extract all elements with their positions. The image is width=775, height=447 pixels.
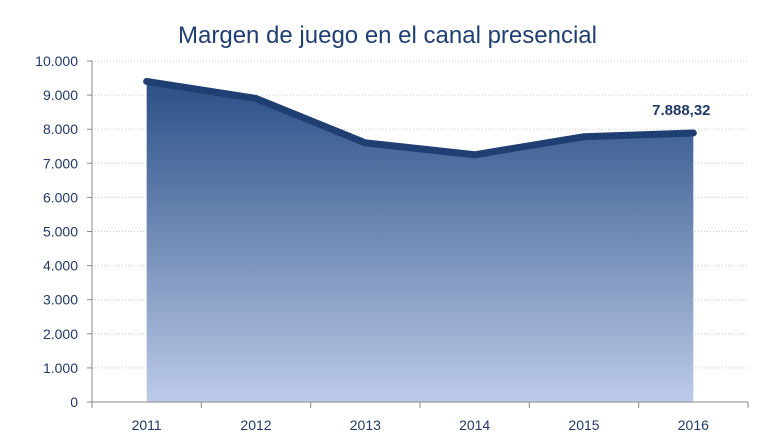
area-series-fill <box>146 81 694 403</box>
x-tick-label: 2016 <box>678 417 709 433</box>
y-tick-label: 6.000 <box>43 189 78 205</box>
y-tick-label: 7.000 <box>43 155 78 171</box>
y-tick-label: 0 <box>70 394 78 410</box>
x-tick-label: 2015 <box>568 417 599 433</box>
x-tick-label: 2013 <box>350 417 381 433</box>
y-tick-label: 1.000 <box>43 360 78 376</box>
data-label: 7.888,32 <box>652 102 710 119</box>
y-tick-label: 3.000 <box>43 292 78 308</box>
x-tick-label: 2011 <box>132 417 162 433</box>
chart-title: Margen de juego en el canal presencial <box>178 22 597 49</box>
y-tick-label: 2.000 <box>43 326 78 342</box>
x-tick-label: 2012 <box>240 417 271 433</box>
y-tick-label: 9.000 <box>43 87 78 103</box>
area-fill <box>143 77 697 403</box>
y-tick-label: 8.000 <box>43 121 78 137</box>
x-tick-label: 2014 <box>459 417 490 433</box>
y-tick-label: 4.000 <box>43 258 78 274</box>
labels: 0 1.000 2.000 3.000 4.000 5.000 6.000 7.000 8.00… <box>35 53 710 433</box>
y-tick-label: 5.000 <box>43 224 78 240</box>
area-series-line <box>143 77 697 159</box>
y-tick-label: 10.000 <box>35 53 78 69</box>
axes <box>87 60 749 408</box>
